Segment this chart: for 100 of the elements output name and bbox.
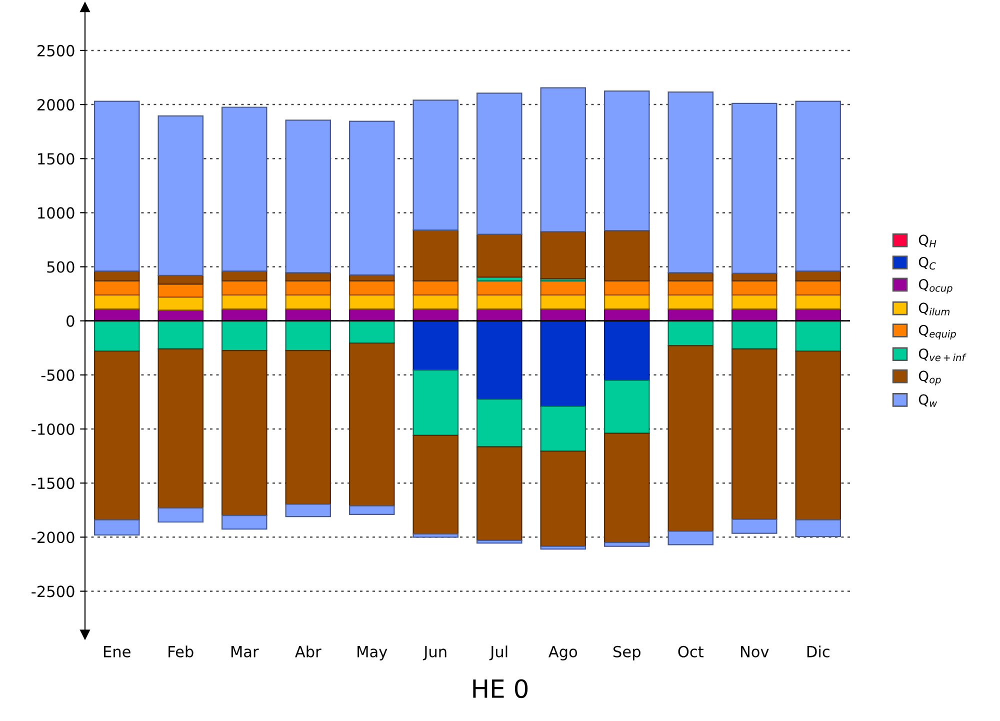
bar [795, 270, 841, 282]
bar [412, 434, 458, 534]
x-tick-label: Mar [231, 646, 259, 658]
bar [476, 280, 522, 296]
bar [94, 350, 140, 520]
bar [476, 92, 522, 235]
bar [222, 320, 268, 352]
x-tick-label: Ene [104, 646, 130, 658]
bar [412, 294, 458, 310]
bar [476, 398, 522, 448]
bar [412, 100, 458, 231]
bar [158, 115, 204, 276]
bar [158, 320, 204, 350]
bar [94, 280, 140, 296]
bar [158, 284, 204, 298]
bar [732, 280, 778, 296]
x-tick-label: Nov [740, 646, 769, 658]
bar [94, 270, 140, 282]
bar [349, 120, 395, 276]
y-tick-label: 2500 [38, 44, 74, 56]
bar [795, 294, 841, 310]
y-tick-label: 1000 [38, 207, 74, 219]
y-tick-label: -1000 [32, 423, 74, 436]
y-tick-label: -500 [41, 369, 74, 381]
bar [476, 294, 522, 310]
bar [285, 120, 331, 274]
bar [222, 270, 268, 282]
bar [604, 542, 650, 547]
x-tick-label: Dic [807, 646, 830, 658]
bar [668, 280, 714, 296]
bar [94, 320, 140, 352]
legend-label: Q$_{w}$ [918, 394, 938, 407]
bar [732, 102, 778, 274]
bar [412, 280, 458, 296]
bar [795, 100, 841, 272]
bar [412, 320, 458, 371]
bar [476, 446, 522, 541]
bar [222, 294, 268, 310]
x-tick-label: May [358, 646, 388, 660]
bar [349, 505, 395, 515]
x-tick-label: Sep [613, 646, 640, 660]
x-tick-label: Abr [295, 646, 322, 658]
bar [158, 507, 204, 523]
bar [476, 320, 522, 400]
bar [795, 350, 841, 520]
y-tick-label: -1500 [32, 478, 74, 490]
legend-label: Q$_{op}$ [918, 370, 941, 386]
bar [285, 504, 331, 518]
legend-label: Q$_{C}$ [918, 256, 936, 270]
bar [540, 450, 586, 547]
bar [285, 350, 331, 505]
bar [732, 348, 778, 520]
x-tick-label: Feb [168, 646, 194, 658]
bar [540, 320, 586, 407]
bar [540, 280, 586, 296]
bar [349, 280, 395, 296]
bar [285, 294, 331, 310]
legend-label: Q$_{equip}$ [918, 324, 956, 340]
bar [540, 294, 586, 310]
y-tick-label: -2500 [32, 586, 74, 598]
bar [94, 294, 140, 310]
legend-label: Q$_{ocup}$ [918, 279, 952, 294]
bar [285, 320, 331, 352]
bar [158, 348, 204, 508]
bar [604, 90, 650, 232]
bar [412, 533, 458, 538]
x-tick-label: Oct [678, 646, 704, 658]
bar [604, 380, 650, 434]
bar [540, 87, 586, 232]
bar [285, 280, 331, 296]
y-tick-label: 2000 [38, 99, 74, 111]
bar [222, 350, 268, 516]
bar [795, 280, 841, 296]
bar [604, 432, 650, 544]
bar [795, 320, 841, 352]
bar [349, 320, 395, 344]
text: HE 0 [473, 679, 528, 698]
bar [668, 320, 714, 346]
bar [732, 518, 778, 534]
y-tick-label: 0 [66, 315, 74, 327]
bar [604, 280, 650, 296]
bar [349, 342, 395, 506]
bar [795, 519, 841, 538]
bar [222, 280, 268, 296]
bar [668, 530, 714, 546]
bar [540, 231, 586, 280]
bar [604, 294, 650, 310]
bar [412, 229, 458, 282]
bar [222, 514, 268, 530]
bar [412, 370, 458, 436]
y-tick-label: 500 [47, 261, 74, 273]
bar [349, 294, 395, 310]
bar [540, 406, 586, 452]
x-tick-label: Ago [548, 646, 578, 660]
legend-label: Q$_{ilum}$ [918, 302, 950, 316]
bar [476, 234, 522, 278]
bar [668, 92, 714, 274]
bar [604, 230, 650, 282]
bar [222, 106, 268, 272]
y-tick-label: -2000 [32, 532, 74, 544]
